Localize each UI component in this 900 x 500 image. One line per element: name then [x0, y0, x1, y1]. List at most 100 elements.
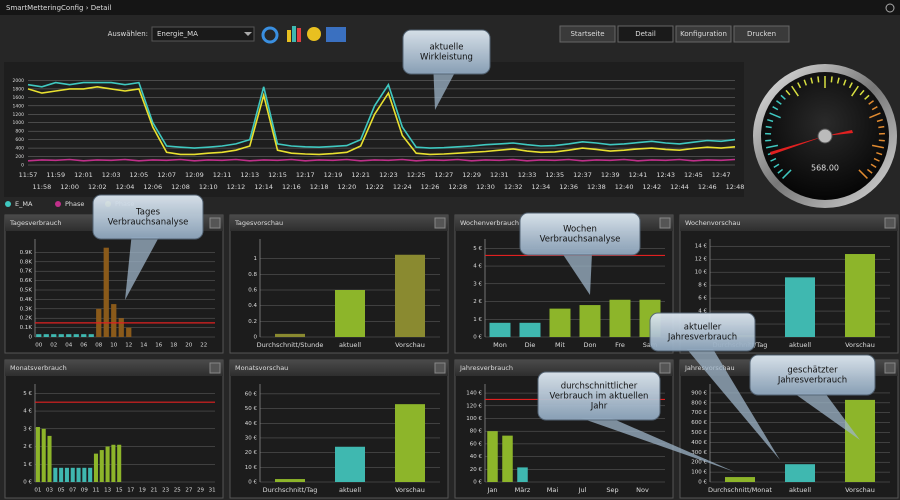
- x-tick-label: 12:38: [587, 183, 606, 191]
- refresh-icon[interactable]: [261, 26, 279, 44]
- nav-button[interactable]: [617, 25, 674, 43]
- y-tick-label: 0.2: [248, 319, 257, 325]
- minimize-button[interactable]: [209, 217, 221, 229]
- gauge-tick: [769, 112, 781, 119]
- legend-marker: [55, 201, 61, 207]
- minimize-button[interactable]: [209, 362, 221, 374]
- x-tick-label: 12:30: [476, 183, 495, 191]
- y-tick-label: 100 €: [466, 416, 482, 422]
- bar: [59, 467, 64, 482]
- gauge-tick: [868, 100, 874, 105]
- export-icon[interactable]: [326, 27, 346, 42]
- y-tick-label: 0.5K: [20, 288, 33, 294]
- minimize-button[interactable]: [659, 217, 671, 229]
- close-button[interactable]: [885, 3, 895, 13]
- gauge-tick: [791, 85, 799, 97]
- x-tick-label: 08: [95, 343, 102, 349]
- x-tick-label: aktuell: [789, 341, 811, 349]
- x-tick-label: 12:31: [490, 171, 509, 179]
- y-tick-label: 60 €: [470, 441, 483, 447]
- x-tick-label: 12:04: [116, 183, 135, 191]
- pie-icon[interactable]: [307, 27, 321, 41]
- bar: [93, 453, 98, 482]
- bar: [105, 446, 110, 482]
- callout-text: Wochen: [563, 225, 597, 235]
- x-tick-label: 12:00: [60, 183, 79, 191]
- callout-text: Tages: [135, 208, 161, 218]
- nav-button[interactable]: [559, 25, 616, 43]
- x-tick-label: 19: [139, 488, 146, 494]
- bar: [395, 404, 425, 482]
- x-tick-label: 12:01: [74, 171, 93, 179]
- x-tick-label: 12:05: [130, 171, 149, 179]
- x-tick-label: 17: [127, 488, 134, 494]
- callout-text: Verbrauchsanalyse: [540, 235, 621, 245]
- select-arrow: [244, 32, 252, 36]
- bar: [51, 334, 57, 337]
- bar: [549, 308, 571, 337]
- x-tick-label: 12:47: [712, 171, 731, 179]
- minimize-button[interactable]: [884, 217, 896, 229]
- x-tick-label: 20: [185, 343, 192, 349]
- chart-icon[interactable]: [287, 26, 301, 42]
- x-tick-label: 07: [69, 488, 76, 494]
- y-tick-label: 1: [254, 256, 258, 262]
- y-tick-label: 800 €: [691, 400, 707, 406]
- x-tick-label: 15: [116, 488, 123, 494]
- nav-button[interactable]: [733, 25, 790, 43]
- gauge-tick: [767, 118, 774, 123]
- minimize-button[interactable]: [434, 362, 446, 374]
- x-tick-label: 01: [34, 488, 41, 494]
- y-tick-label: 3 €: [473, 281, 482, 287]
- x-tick-label: 12:06: [143, 183, 162, 191]
- x-tick-label: 12:35: [545, 171, 564, 179]
- x-tick-label: 12:40: [615, 183, 634, 191]
- x-tick-label: 11:58: [32, 183, 51, 191]
- bar: [609, 299, 631, 337]
- x-tick-label: 00: [35, 343, 42, 349]
- bar: [579, 305, 601, 337]
- gauge-tick: [777, 168, 784, 174]
- window-title: SmartMetteringConfig › Detail: [6, 4, 111, 12]
- nav-label: Detail: [635, 30, 656, 38]
- x-tick-label: 12:22: [365, 183, 384, 191]
- y-tick-label: 30 €: [245, 435, 258, 441]
- x-tick-label: 12:33: [518, 171, 537, 179]
- callout-text: Jahr: [590, 402, 608, 412]
- gauge-tick: [878, 125, 885, 129]
- minimize-button[interactable]: [659, 362, 671, 374]
- minimize-button[interactable]: [434, 217, 446, 229]
- panel: Tagesvorschau 0 0.2 0.4 0.6 0.8 1 Durchschnitt/…: [229, 214, 449, 354]
- callout-box: [519, 212, 641, 256]
- y-tick-label: 1 €: [23, 462, 32, 468]
- y-tick-label: 5 €: [23, 391, 32, 397]
- x-tick-label: Vorschau: [845, 341, 875, 349]
- minimize-button[interactable]: [884, 362, 896, 374]
- x-tick-label: 23: [162, 488, 169, 494]
- y-tick-label: 300 €: [691, 450, 707, 456]
- gauge-tick: [859, 89, 865, 96]
- x-tick-label: 03: [46, 488, 53, 494]
- gauge-tick: [851, 85, 859, 97]
- callout-box: [537, 371, 661, 421]
- x-tick-label: 02: [50, 343, 57, 349]
- gauge-tick: [785, 89, 791, 96]
- panel-title: Wochenverbrauch: [460, 219, 519, 227]
- select-box[interactable]: [151, 26, 255, 42]
- callout-tail: [580, 418, 735, 472]
- y-tick-label: 900 €: [691, 390, 707, 396]
- x-tick-label: 12:02: [88, 183, 107, 191]
- y-tick-label: 20 €: [470, 467, 483, 473]
- y-tick-label: 8 €: [698, 283, 707, 289]
- x-tick-label: 21: [151, 488, 158, 494]
- nav-button[interactable]: [675, 25, 732, 43]
- x-tick-label: 12:19: [324, 171, 343, 179]
- gauge-tick: [864, 94, 870, 100]
- bar: [88, 334, 94, 337]
- callout-box: [749, 354, 876, 396]
- bar: [111, 304, 117, 337]
- y-tick-label: 0.4: [248, 303, 257, 309]
- y-tick-label: 100 €: [691, 470, 707, 476]
